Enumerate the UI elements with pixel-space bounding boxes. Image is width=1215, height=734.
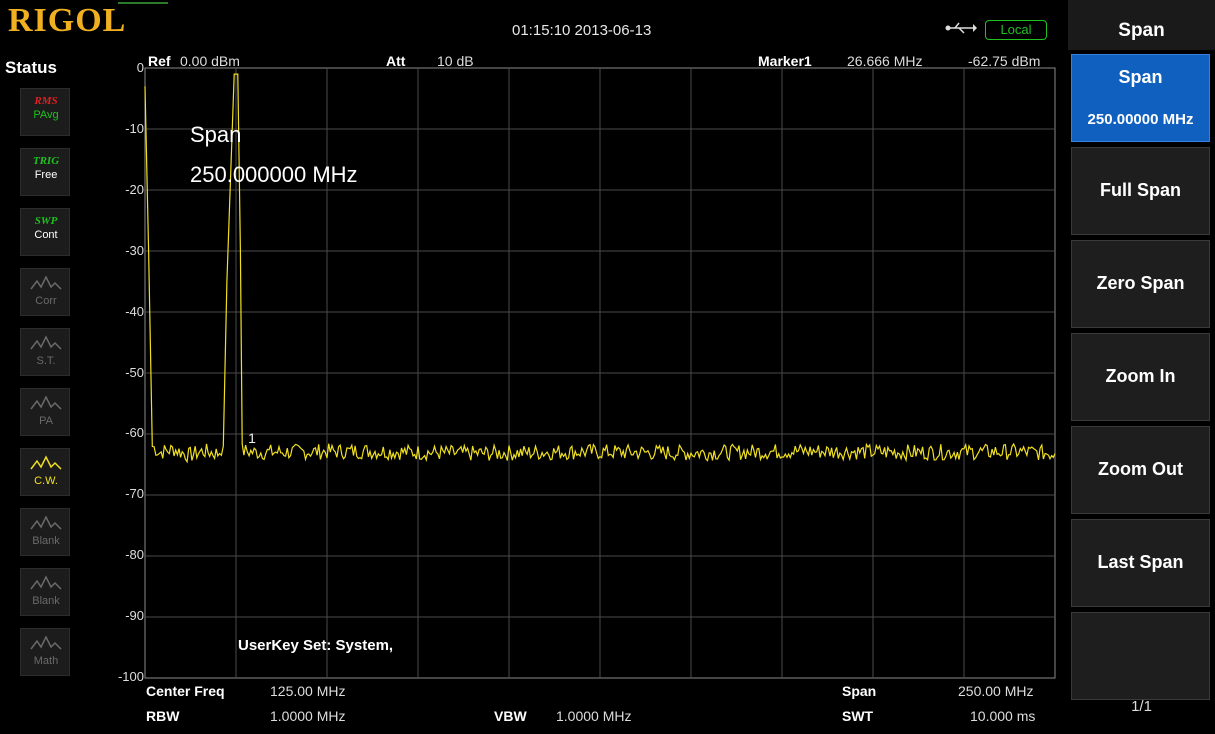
swt-label: SWT — [842, 708, 874, 724]
status-title: Status — [5, 58, 57, 77]
marker-frequency: 26.666 MHz — [847, 53, 923, 69]
status-panel: Status RMS PAvg TRIG Free SWP Cont Corr S.T. PA C… — [0, 52, 85, 734]
y-tick-label: -20 — [125, 181, 144, 197]
softkey-label: Last Span — [1097, 552, 1184, 572]
center-freq-value: 125.00 MHz — [270, 683, 346, 699]
swt-value: 10.000 ms — [970, 708, 1036, 724]
blank-trace-icon — [30, 515, 62, 530]
y-tick-label: 0 — [136, 60, 144, 75]
softkey-label: Full Span — [1100, 180, 1181, 200]
vbw-label: VBW — [494, 708, 527, 724]
softkey-zoom-in[interactable]: Zoom In — [1071, 333, 1210, 421]
status-tile-cont: SWP Cont — [20, 208, 70, 256]
status-tile-st: S.T. — [20, 328, 70, 376]
status-tile-label: Cont — [34, 229, 58, 241]
clear-write-icon — [30, 455, 62, 470]
rbw-value: 1.0000 MHz — [270, 708, 346, 724]
softkey-zoom-out[interactable]: Zoom Out — [1071, 426, 1210, 514]
softkey-label: Zero Span — [1096, 273, 1185, 293]
status-tile-label: PAvg — [33, 109, 59, 121]
status-tile-label: PA — [39, 415, 53, 427]
status-tile-blank: Blank — [20, 508, 70, 556]
local-status-badge: Local — [985, 20, 1047, 40]
vbw-value: 1.0000 MHz — [556, 708, 632, 724]
span-label: Span — [842, 683, 877, 699]
menu-page-indicator: 1/1 — [1131, 698, 1152, 715]
status-tile-label: C.W. — [34, 475, 58, 487]
rigol-logo: RIGOL — [8, 2, 127, 39]
marker-label: Marker1 — [758, 53, 812, 69]
softkey-zero-span[interactable]: Zero Span — [1071, 240, 1210, 328]
preamp-icon — [30, 395, 62, 410]
status-tile-free: TRIG Free — [20, 148, 70, 196]
spectrum-trace — [144, 73, 1056, 464]
y-tick-label: -100 — [117, 669, 144, 684]
status-tile-pavg: RMS PAvg — [20, 88, 70, 136]
att-value: 10 dB — [437, 53, 474, 69]
att-label: Att — [386, 53, 406, 69]
y-tick-label: -90 — [125, 608, 144, 624]
status-tile-label: Corr — [35, 295, 57, 307]
softkey-full-span[interactable]: Full Span — [1071, 147, 1210, 235]
softkey-label: Zoom Out — [1098, 459, 1183, 479]
logo-accent-line — [118, 2, 168, 4]
y-tick-label: -70 — [125, 486, 144, 502]
marker-level: -62.75 dBm — [968, 53, 1041, 69]
status-tile-pa: PA — [20, 388, 70, 436]
status-tile-label: Free — [34, 169, 58, 181]
top-bar: RIGOL 01:15:10 2013-06-13 Local — [0, 0, 1063, 44]
plot-frame — [144, 67, 1056, 679]
date-time: 01:15:10 2013-06-13 — [512, 22, 652, 39]
status-tile-tag: RMS — [34, 95, 58, 107]
ref-value: 0.00 dBm — [180, 53, 240, 69]
span-overlay-value: 250.000000 MHz — [190, 162, 358, 187]
status-tile-label: Blank — [32, 595, 60, 607]
ref-label: Ref — [148, 53, 171, 69]
blank-trace-icon — [30, 575, 62, 590]
status-tile-cw: C.W. — [20, 448, 70, 496]
softkey-label: Zoom In — [1105, 366, 1176, 386]
status-tile-label: S.T. — [36, 355, 56, 367]
status-tile-tag: TRIG — [32, 155, 60, 167]
usb-icon — [945, 22, 977, 34]
softkey-empty[interactable] — [1071, 612, 1210, 700]
status-tile-label: Blank — [32, 535, 60, 547]
softkey-span[interactable]: Span 250.00000 MHz — [1071, 54, 1210, 142]
status-tile-blank: Blank — [20, 568, 70, 616]
y-tick-label: -50 — [125, 364, 144, 380]
softkey-value: 250.00000 MHz — [1087, 111, 1194, 128]
status-tile-math: Math — [20, 628, 70, 676]
span-value: 250.00 MHz — [958, 683, 1034, 699]
rbw-label: RBW — [146, 708, 180, 724]
y-tick-label: -40 — [125, 303, 144, 319]
center-freq-label: Center Freq — [146, 683, 225, 699]
menu-title: Span — [1068, 0, 1215, 50]
status-tile-label: Math — [33, 655, 59, 667]
correction-icon — [30, 275, 62, 290]
y-tick-label: -60 — [125, 425, 144, 441]
math-trace-icon — [30, 635, 62, 650]
status-tile-corr: Corr — [20, 268, 70, 316]
signal-track-icon — [30, 335, 62, 350]
y-tick-label: -30 — [125, 242, 144, 258]
userkey-message: UserKey Set: System, — [238, 637, 394, 654]
softkey-menu: Span Span 250.00000 MHz Full Span Zero Span… — [1068, 0, 1215, 734]
y-tick-label: -80 — [125, 547, 144, 563]
status-tile-tag: SWP — [34, 215, 58, 227]
marker-1-label: 1 — [248, 430, 256, 446]
softkey-label: Span — [1118, 67, 1163, 87]
span-overlay-label: Span — [190, 122, 242, 147]
softkey-last-span[interactable]: Last Span — [1071, 519, 1210, 607]
y-tick-label: -10 — [125, 120, 144, 136]
